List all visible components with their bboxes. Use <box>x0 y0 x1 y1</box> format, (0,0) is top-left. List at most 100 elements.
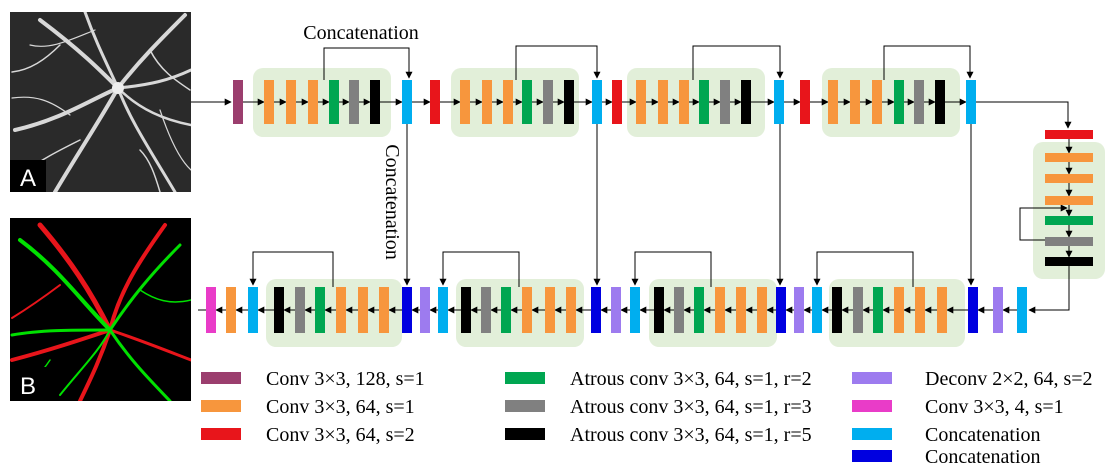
decoder-block-12-concat_light <box>438 287 448 333</box>
output-image-b <box>10 218 191 401</box>
encoder-block-7-atrous5 <box>370 80 380 124</box>
encoder-block-2-conv64 <box>264 80 274 124</box>
encoder-block-25-conv64s2 <box>800 80 810 124</box>
bottleneck-block-3-conv64 <box>1045 174 1093 183</box>
encoder-block-10-conv64 <box>460 80 470 124</box>
legend-label-conv4: Conv 3×3, 4, s=1 <box>925 396 1064 418</box>
legend-label-conv64: Conv 3×3, 64, s=1 <box>266 396 415 418</box>
decoder-block-7-conv64 <box>336 287 346 333</box>
bottleneck-block-1-conv64s2 <box>1045 130 1093 139</box>
decoder-block-29-deconv <box>794 287 804 333</box>
encoder-block-9-conv64s2 <box>430 80 440 124</box>
decoder-block-39-concat_light <box>1017 287 1027 333</box>
encoder-block-4-conv64 <box>308 80 318 124</box>
panel-letter-b: B <box>20 373 36 400</box>
decoder-block-19-concat_dark <box>591 287 601 333</box>
legend-swatch-atrous2 <box>505 372 545 384</box>
encoder-block-32-concat_light <box>966 80 976 124</box>
encoder-block-3-conv64 <box>286 80 296 124</box>
legend-swatch-conv4 <box>852 400 892 412</box>
legend-swatch-conv64 <box>201 400 241 412</box>
legend-swatch-concat_light <box>852 428 892 440</box>
legend-label-conv128: Conv 3×3, 128, s=1 <box>266 368 425 390</box>
encoder-block-11-conv64 <box>482 80 492 124</box>
decoder-block-33-atrous2 <box>873 287 883 333</box>
decoder-block-28-concat_dark <box>776 287 786 333</box>
decoder-block-32-atrous3 <box>853 287 863 333</box>
encoder-block-30-atrous3 <box>914 80 924 124</box>
bottleneck-block-4-conv64 <box>1045 196 1093 205</box>
bottleneck-block-5-atrous2 <box>1045 216 1093 225</box>
decoder-block-1-conv4 <box>206 287 216 333</box>
encoder-block-8-concat_light <box>402 80 412 124</box>
encoder-block-22-atrous3 <box>720 80 730 124</box>
bottleneck-block-7-atrous5 <box>1045 257 1093 266</box>
decoder-block-31-atrous5 <box>832 287 842 333</box>
encoder-block-14-atrous3 <box>543 80 553 124</box>
concat-top-label: Concatenation <box>303 22 419 44</box>
encoder-block-13-atrous2 <box>522 80 532 124</box>
encoder-block-20-conv64 <box>679 80 689 124</box>
decoder-block-13-atrous5 <box>461 287 471 333</box>
concat-vertical-label: Concatenation <box>381 144 403 260</box>
decoder-block-38-deconv <box>993 287 1003 333</box>
decoder-block-5-atrous3 <box>295 287 305 333</box>
decoder-block-6-atrous2 <box>315 287 325 333</box>
layer-group-6 <box>456 279 584 347</box>
decoder-block-20-deconv <box>611 287 621 333</box>
panel-letter-a: A <box>20 165 36 192</box>
legend-swatch-atrous3 <box>505 400 545 412</box>
legend-label-deconv: Deconv 2×2, 64, s=2 <box>925 368 1093 390</box>
decoder-block-17-conv64 <box>545 287 555 333</box>
connection-lines <box>191 45 1073 314</box>
decoder-block-15-atrous2 <box>501 287 511 333</box>
legend-label-concat_light: Concatenation <box>925 424 1041 446</box>
legend: Conv 3×3, 128, s=1 Conv 3×3, 64, s=1 Conv … <box>201 368 1093 468</box>
bottleneck-block-2-conv64 <box>1045 153 1093 162</box>
encoder-block-28-conv64 <box>872 80 882 124</box>
legend-label-atrous3: Atrous conv 3×3, 64, s=1, r=3 <box>570 396 812 418</box>
legend-swatch-conv64s2 <box>201 428 241 440</box>
decoder-block-21-concat_light <box>630 287 640 333</box>
decoder-block-30-concat_light <box>812 287 822 333</box>
legend-label-atrous5: Atrous conv 3×3, 64, s=1, r=5 <box>570 424 812 446</box>
encoder-block-19-conv64 <box>658 80 668 124</box>
legend-swatch-concat_dark <box>852 450 892 462</box>
encoder-block-12-conv64 <box>503 80 513 124</box>
legend-label-conv64s2: Conv 3×3, 64, s=2 <box>266 424 415 446</box>
decoder-block-16-conv64 <box>522 287 532 333</box>
encoder-block-29-atrous2 <box>894 80 904 124</box>
input-image-a <box>10 12 191 192</box>
encoder-block-26-conv64 <box>828 80 838 124</box>
encoder-block-6-atrous3 <box>349 80 359 124</box>
encoder-block-1-conv128 <box>233 80 243 124</box>
legend-label-atrous2: Atrous conv 3×3, 64, s=1, r=2 <box>570 368 812 390</box>
legend-label-concat_dark: Concatenation <box>925 446 1041 468</box>
decoder-block-3-concat_light <box>248 287 258 333</box>
encoder-block-24-concat_light <box>774 80 784 124</box>
decoder-block-35-conv64 <box>915 287 925 333</box>
decoder-block-27-conv64 <box>757 287 767 333</box>
legend-swatch-deconv <box>852 372 892 384</box>
decoder-block-26-conv64 <box>736 287 746 333</box>
decoder-block-36-conv64 <box>937 287 947 333</box>
decoder-block-34-conv64 <box>894 287 904 333</box>
decoder-block-11-deconv <box>420 287 430 333</box>
legend-swatch-atrous5 <box>505 428 545 440</box>
encoder-block-31-atrous5 <box>935 80 945 124</box>
decoder-block-4-atrous5 <box>274 287 284 333</box>
layer-blocks <box>206 80 1093 333</box>
encoder-block-16-concat_light <box>592 80 602 124</box>
encoder-block-15-atrous5 <box>564 80 574 124</box>
decoder-block-8-conv64 <box>358 287 368 333</box>
decoder-block-25-conv64 <box>715 287 725 333</box>
encoder-block-27-conv64 <box>850 80 860 124</box>
decoder-block-22-atrous5 <box>654 287 664 333</box>
decoder-block-2-conv64 <box>226 287 236 333</box>
decoder-block-14-atrous3 <box>481 287 491 333</box>
encoder-block-21-atrous2 <box>699 80 709 124</box>
decoder-block-24-atrous2 <box>694 287 704 333</box>
encoder-block-18-conv64 <box>636 80 646 124</box>
legend-swatch-conv128 <box>201 372 241 384</box>
encoder-block-5-atrous2 <box>329 80 339 124</box>
